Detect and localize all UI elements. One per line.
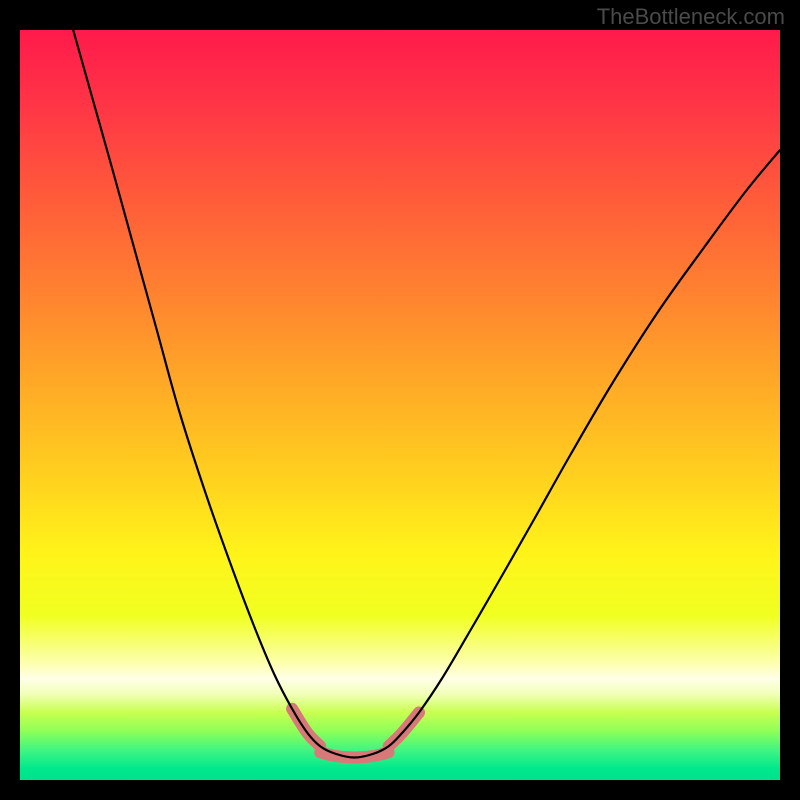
watermark-text: TheBottleneck.com: [597, 4, 785, 29]
plot-background: [20, 30, 780, 780]
